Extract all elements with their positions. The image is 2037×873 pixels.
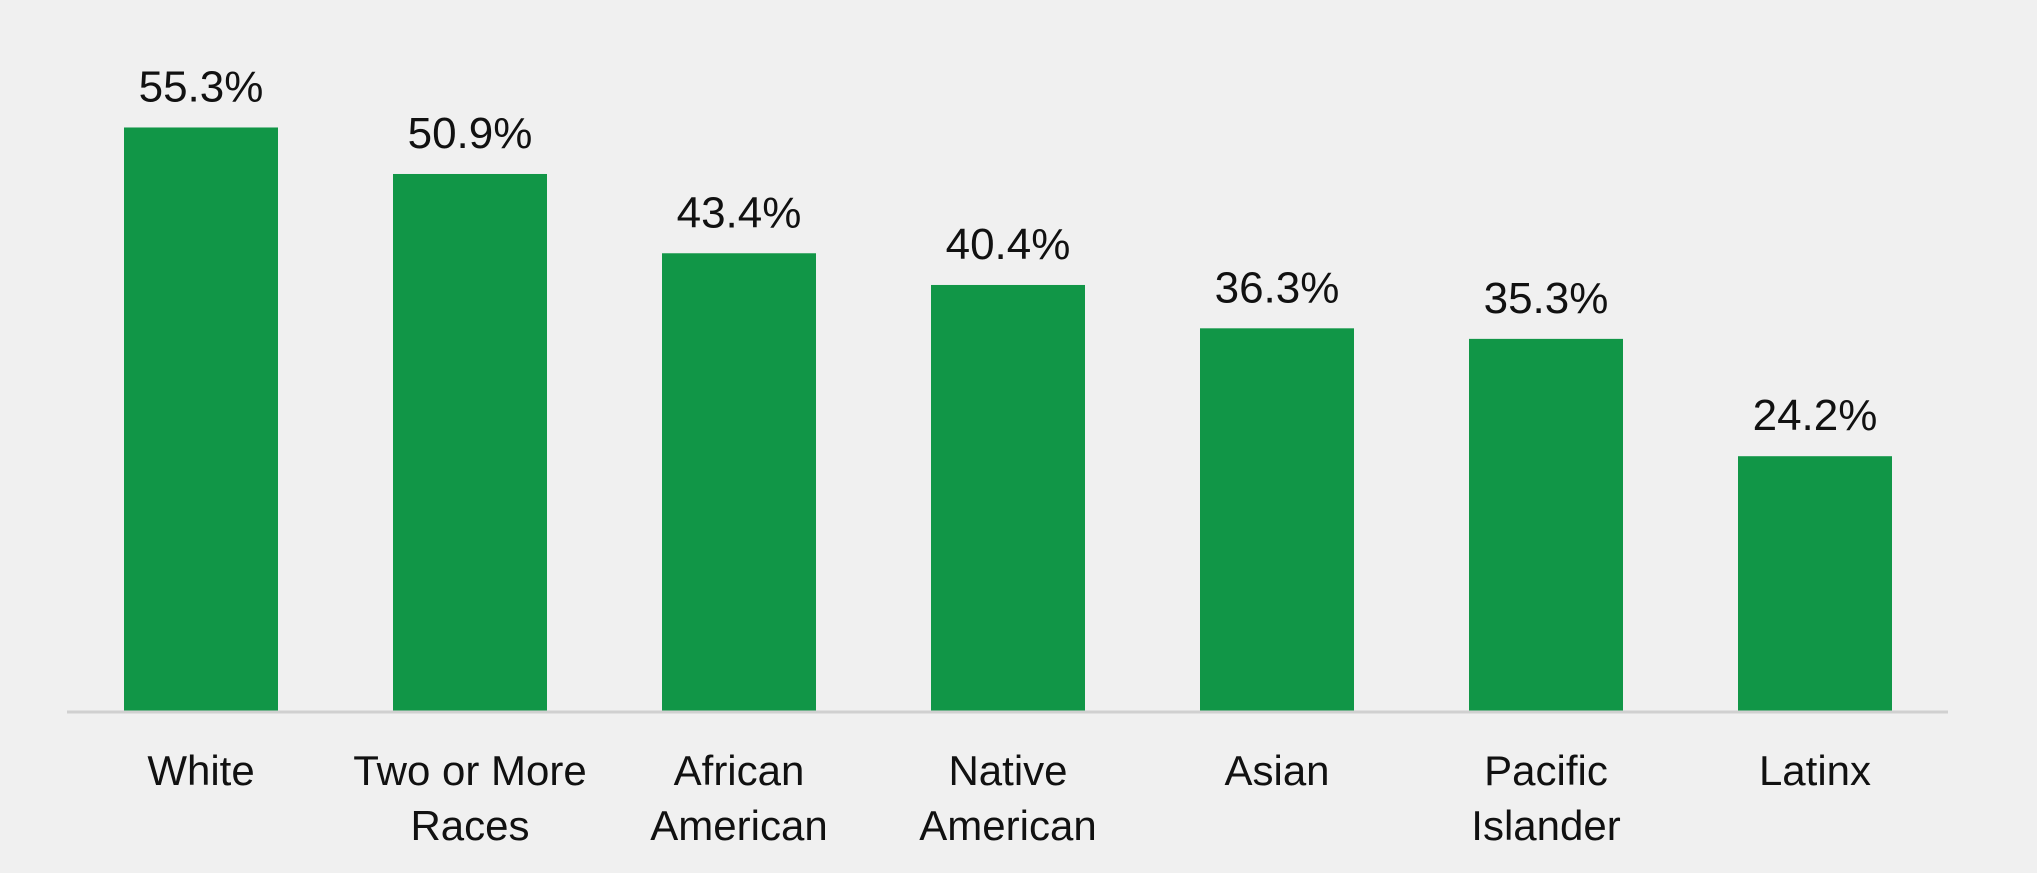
category-labels-layer: White Two or More Races African American Nati… (147, 747, 1871, 849)
category-tick-label: Native (948, 747, 1067, 794)
category-tick-label: African (674, 747, 805, 794)
category-tick-label: Pacific (1484, 747, 1608, 794)
category-tick-label: American (650, 802, 827, 849)
bar (393, 173, 547, 712)
data-label: 35.3% (1484, 274, 1609, 323)
category-tick-label: Two or More (353, 747, 586, 794)
data-label: 55.3% (139, 62, 264, 111)
category-tick-label: Islander (1471, 802, 1620, 849)
data-label: 50.9% (408, 109, 533, 158)
bar (124, 127, 278, 712)
bar (1738, 456, 1892, 712)
category-tick-label: Latinx (1759, 747, 1871, 794)
data-label: 24.2% (1753, 391, 1878, 440)
bar (662, 253, 816, 712)
bar (931, 284, 1085, 712)
data-label: 36.3% (1215, 263, 1340, 312)
category-tick-label: White (147, 747, 254, 794)
value-labels-layer: 55.3% 50.9% 43.4% 40.4% 36.3% 35.3% 24.2% (139, 62, 1878, 440)
bar (1469, 338, 1623, 712)
data-label: 40.4% (946, 220, 1071, 269)
bar (1200, 328, 1354, 712)
category-tick-label: Races (410, 802, 529, 849)
category-tick-label: Asian (1224, 747, 1329, 794)
category-tick-label: American (919, 802, 1096, 849)
data-label: 43.4% (677, 188, 802, 237)
bars-layer (124, 127, 1892, 712)
